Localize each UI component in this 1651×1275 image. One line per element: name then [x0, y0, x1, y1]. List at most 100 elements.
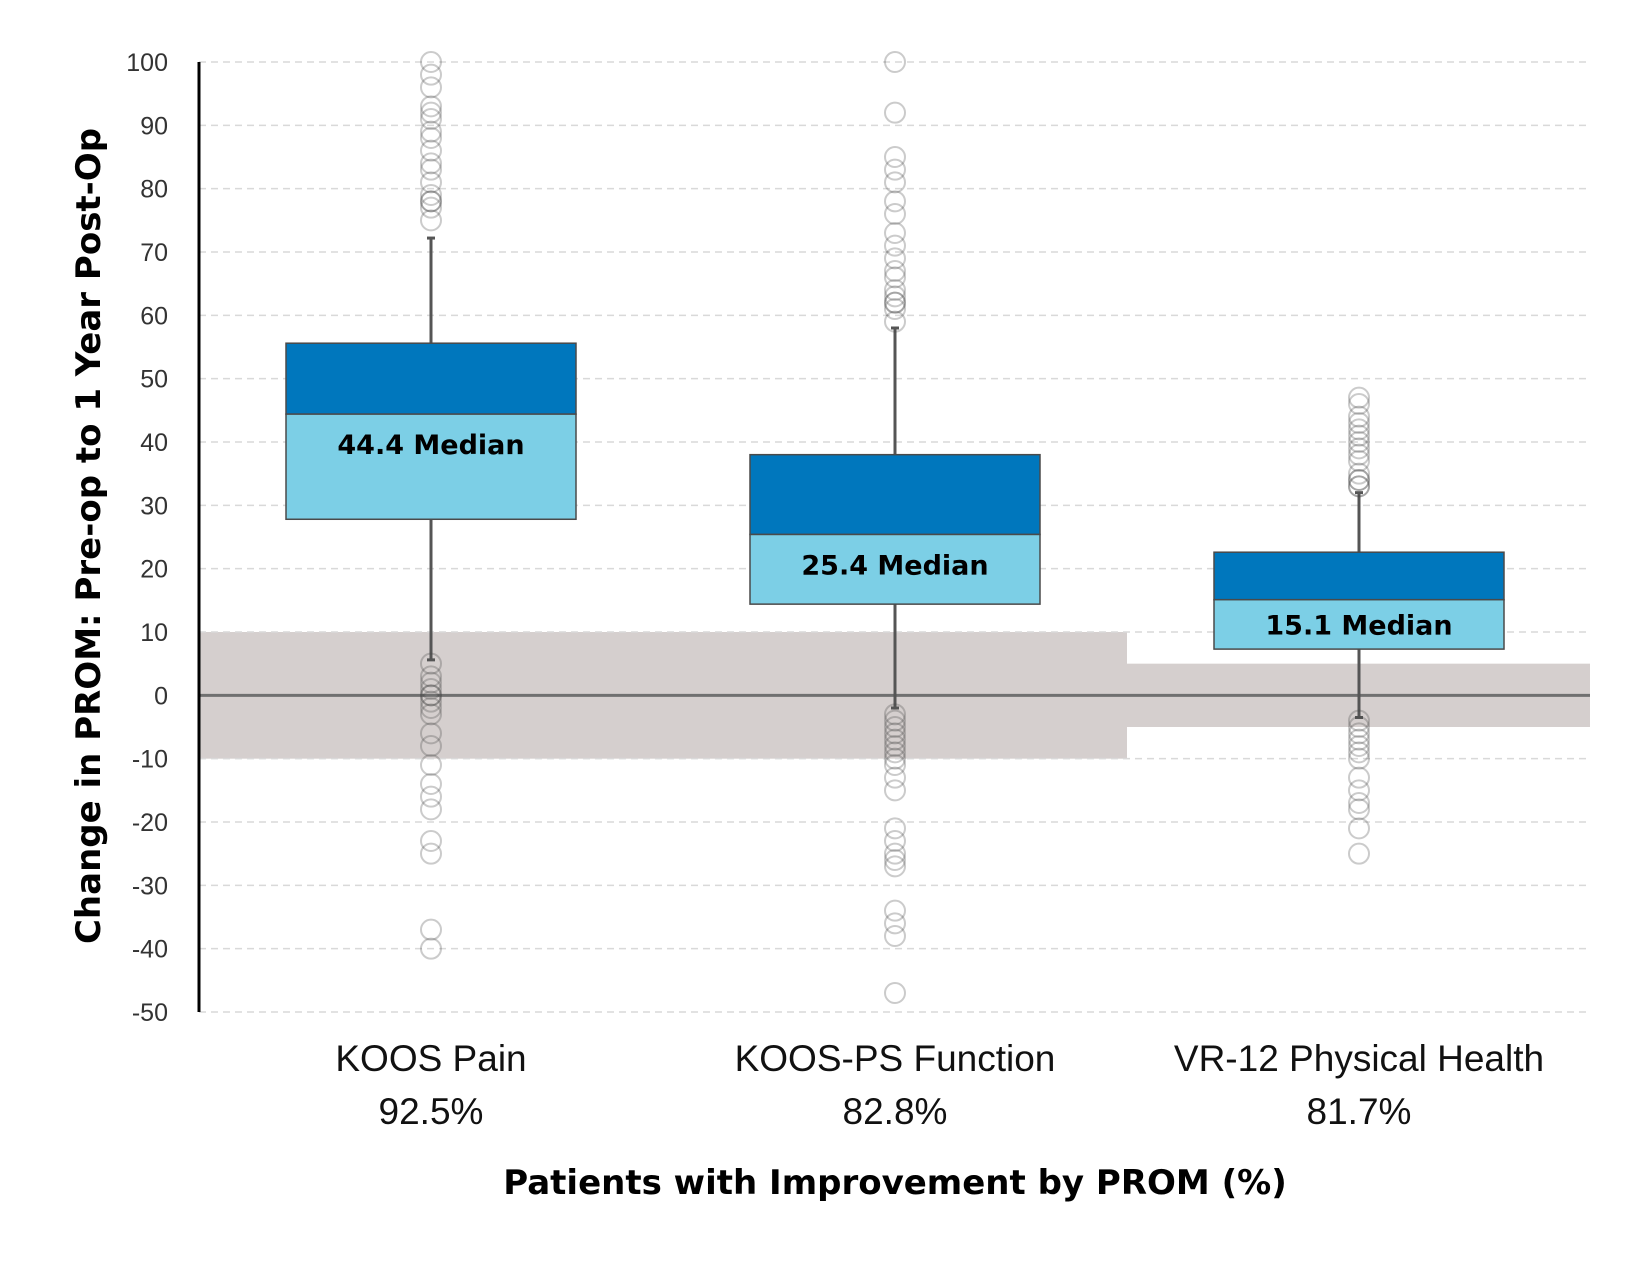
outlier-point [884, 234, 906, 257]
outlier-point [420, 63, 442, 86]
outlier-point [1348, 766, 1370, 789]
outlier-point [420, 51, 442, 73]
box-upper-quartile [1213, 551, 1505, 601]
outlier-point [1348, 412, 1370, 434]
outlier-point [884, 747, 906, 770]
outlier-point [420, 127, 442, 149]
outlier-point [1348, 437, 1370, 460]
box-1: 44.4 Median [285, 51, 577, 960]
outlier-point [884, 982, 906, 1004]
category-label: VR-12 Physical Health [1174, 1038, 1544, 1079]
outlier-point [884, 741, 906, 764]
outlier-point [420, 773, 442, 795]
outlier-point [884, 51, 906, 73]
outlier-point [1348, 443, 1370, 466]
y-tick-label: -50 [132, 999, 168, 1027]
outlier-point [420, 152, 442, 175]
outlier-point [420, 690, 442, 713]
outlier-point [1348, 779, 1370, 802]
outlier-point [884, 298, 906, 320]
outlier-point [1348, 469, 1370, 491]
box-lower-quartile [749, 533, 1041, 605]
outlier-point [420, 754, 442, 776]
outlier-point [420, 652, 442, 675]
outlier-point [420, 665, 442, 688]
outlier-point [1348, 722, 1370, 745]
outlier-point [884, 728, 906, 751]
outlier-point [420, 703, 442, 726]
outlier-point [1348, 386, 1370, 409]
outlier-point [884, 222, 906, 244]
outlier-point [884, 830, 906, 852]
outlier-point [884, 716, 906, 738]
outlier-point [420, 785, 442, 808]
outlier-point [884, 735, 906, 757]
outlier-point [420, 697, 442, 719]
box-upper-quartile [749, 453, 1041, 536]
y-tick-label: 100 [126, 49, 168, 77]
outlier-point [884, 754, 906, 776]
outlier-point [884, 203, 906, 225]
outlier-point [884, 899, 906, 922]
outlier-point [420, 190, 442, 213]
outlier-point [1348, 735, 1370, 757]
outlier-point [420, 684, 442, 707]
box-lower-quartile [1213, 598, 1505, 650]
outlier-point [884, 842, 906, 865]
y-tick-label: -10 [132, 746, 168, 774]
outlier-point [420, 918, 442, 941]
outlier-point [884, 722, 906, 745]
y-tick-label: 60 [140, 302, 168, 330]
y-tick-label: 70 [140, 239, 168, 267]
box-lower-quartile [285, 413, 577, 521]
y-tick-label: 90 [140, 112, 168, 140]
outlier-point [1348, 462, 1370, 485]
outlier-point [420, 830, 442, 852]
category-percent: 82.8% [843, 1091, 948, 1132]
outlier-point [884, 291, 906, 314]
outlier-point [1348, 792, 1370, 814]
outlier-point [420, 139, 442, 162]
outlier-point [1348, 393, 1370, 415]
outlier-point [884, 709, 906, 732]
box-3: 15.1 Median [1213, 386, 1505, 865]
outlier-point [420, 735, 442, 757]
outlier-point [1348, 418, 1370, 441]
outlier-point [884, 279, 906, 301]
outlier-point [884, 912, 906, 935]
outlier-point [1348, 817, 1370, 840]
outlier-point [884, 855, 906, 878]
outlier-point [884, 703, 906, 726]
outlier-point [420, 798, 442, 821]
outlier-point [420, 209, 442, 232]
outlier-point [884, 817, 906, 840]
outlier-point [420, 678, 442, 700]
outlier-point [884, 766, 906, 789]
outlier-point [1348, 747, 1370, 770]
outlier-point [420, 184, 442, 206]
y-tick-label: 40 [140, 429, 168, 457]
outlier-point [1348, 431, 1370, 453]
outlier-point [884, 247, 906, 270]
outlier-point [420, 671, 442, 694]
outlier-point [420, 196, 442, 219]
outlier-point [884, 101, 906, 124]
outlier-point [1348, 741, 1370, 764]
outlier-point [1348, 728, 1370, 751]
outlier-point [884, 285, 906, 308]
category-label: KOOS-PS Function [735, 1038, 1056, 1079]
outlier-point [420, 158, 442, 181]
outlier-point [420, 101, 442, 124]
outlier-point [1348, 842, 1370, 865]
outlier-point [420, 95, 442, 118]
median-label: 15.1 Median [1265, 610, 1452, 641]
outlier-point [1348, 475, 1370, 498]
y-tick-label: -20 [132, 809, 168, 837]
box-2: 25.4 Median [749, 51, 1041, 1004]
outlier-point [884, 925, 906, 947]
category-percent: 81.7% [1307, 1091, 1412, 1132]
median-label: 25.4 Median [801, 550, 988, 581]
outlier-point [420, 120, 442, 143]
y-tick-label: 50 [140, 366, 168, 394]
